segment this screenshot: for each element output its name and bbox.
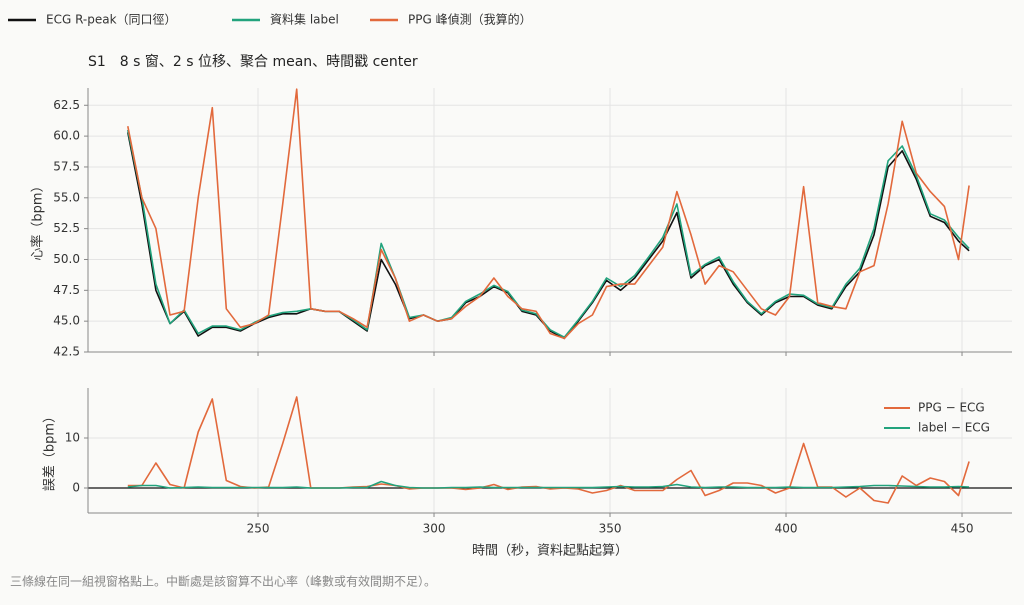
series-line xyxy=(127,88,970,340)
x-tick-label: 400 xyxy=(775,522,798,536)
y-tick-label: 47.5 xyxy=(53,283,80,297)
x-tick-label: 350 xyxy=(599,522,622,536)
legend-label: ECG R-peak（同口徑） xyxy=(46,13,177,27)
y-tick-label: 55.0 xyxy=(53,190,80,204)
legend-label: PPG 峰偵測（我算的） xyxy=(408,12,532,27)
y-tick-label: 42.5 xyxy=(53,345,80,359)
y-axis-label: 心率（bpm） xyxy=(30,179,46,260)
y-tick-label: 10 xyxy=(65,431,80,445)
series-line xyxy=(127,132,970,340)
y-tick-label: 50.0 xyxy=(53,252,80,266)
y-tick-label: 62.5 xyxy=(53,98,80,112)
footnote: 三條線在同一組視窗格點上。中斷處是該窗算不出心率（峰數或有效間期不足）。 xyxy=(10,574,436,589)
y-axis-label: 誤差（bpm） xyxy=(42,410,58,491)
x-axis-label: 時間（秒，資料起點起算） xyxy=(472,544,628,559)
y-tick-label: 45.0 xyxy=(53,314,80,328)
x-tick-label: 300 xyxy=(423,522,446,536)
series-line xyxy=(127,480,970,489)
legend-label: 資料集 label xyxy=(270,12,339,27)
series-line xyxy=(127,129,970,338)
x-tick-label: 450 xyxy=(951,522,974,536)
legend-label: label − ECG xyxy=(918,421,990,435)
y-tick-label: 0 xyxy=(72,481,80,495)
x-tick-label: 250 xyxy=(247,522,270,536)
y-tick-label: 57.5 xyxy=(53,159,80,173)
legend-label: PPG − ECG xyxy=(918,401,985,415)
y-tick-label: 60.0 xyxy=(53,129,80,143)
chart-title: S1 8 s 窗、2 s 位移、聚合 mean、時間戳 center xyxy=(88,53,418,70)
y-tick-label: 52.5 xyxy=(53,221,80,235)
